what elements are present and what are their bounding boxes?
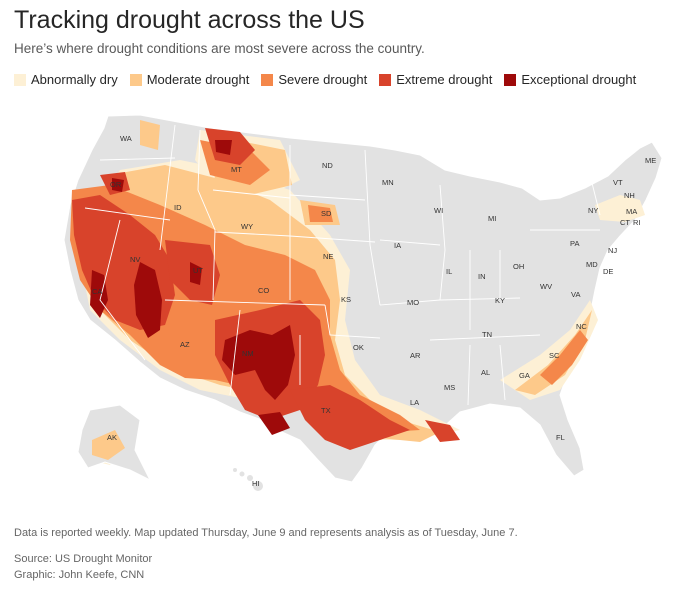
state-label: OR (110, 180, 122, 189)
state-label: SC (549, 351, 560, 360)
legend-item-abnormally-dry: Abnormally dry (14, 72, 118, 87)
legend-label: Moderate drought (146, 72, 250, 87)
state-label: LA (410, 398, 419, 407)
state-label: NM (242, 349, 254, 358)
state-label: NC (576, 322, 587, 331)
legend-label: Severe drought (278, 72, 368, 87)
drought-area (290, 385, 410, 450)
state-label: WA (120, 134, 132, 143)
drought-area (90, 270, 108, 318)
state-label: VA (571, 290, 580, 299)
state-label: CO (258, 286, 269, 295)
state-label: FL (556, 433, 565, 442)
drought-area (595, 195, 645, 222)
state-label: ID (174, 203, 182, 212)
state-label: WY (241, 222, 253, 231)
state-label: MO (407, 298, 419, 307)
graphic-credit: Graphic: John Keefe, CNN (14, 569, 145, 581)
state-label: AL (481, 368, 490, 377)
legend-item-extreme-drought: Extreme drought (379, 72, 492, 87)
state-label: OH (513, 262, 524, 271)
alaska-drought (92, 430, 125, 460)
legend-swatch (379, 73, 392, 86)
legend-item-severe-drought: Severe drought (261, 72, 367, 87)
state-label: MD (586, 260, 598, 269)
drought-area (140, 120, 160, 150)
state-label: SD (321, 209, 332, 218)
state-label: PA (570, 239, 579, 248)
legend-swatch (129, 73, 142, 86)
state-label: IA (394, 241, 401, 250)
legend-swatch (14, 73, 26, 86)
state-label: AK (107, 433, 117, 442)
drought-area (112, 178, 124, 192)
state-label: ME (645, 156, 656, 165)
us-drought-map: WA MT ND MN ME OR ID SD WI MI VT NH NY M… (63, 114, 663, 491)
drought-area (258, 412, 290, 435)
exceptional-drought-layer (90, 140, 295, 435)
state-label: MN (382, 178, 394, 187)
state-label: TX (321, 406, 331, 415)
hawaii-shape (233, 468, 263, 491)
drought-area (190, 262, 202, 285)
state-label: VT (613, 178, 623, 187)
state-label: MI (488, 214, 496, 223)
drought-area (215, 140, 232, 155)
footnote: Data is reported weekly. Map updated Thu… (14, 527, 518, 539)
state-label: AR (410, 351, 421, 360)
state-label: TN (482, 330, 492, 339)
state-label: NJ (608, 246, 617, 255)
page-title: Tracking drought across the US (14, 6, 365, 34)
state-label: RI (633, 218, 641, 227)
legend-label: Exceptional drought (521, 72, 637, 87)
state-label: UT (193, 266, 203, 275)
state-label: MA (626, 207, 637, 216)
page-subtitle: Here’s where drought conditions are most… (14, 41, 425, 56)
source-credit: Source: US Drought Monitor (14, 553, 153, 565)
state-label: DE (603, 267, 613, 276)
state-label: NV (130, 255, 140, 264)
drought-area (500, 300, 598, 400)
state-label: GA (519, 371, 530, 380)
state-label: OK (353, 343, 364, 352)
drought-area (308, 205, 333, 222)
drought-area (222, 325, 295, 400)
state-label: KS (341, 295, 351, 304)
state-label: WI (434, 206, 443, 215)
state-label: MT (231, 165, 242, 174)
legend-item-moderate-drought: Moderate drought (129, 72, 250, 87)
legend-swatch (261, 73, 274, 86)
state-label: NE (323, 252, 333, 261)
state-label: NH (624, 191, 635, 200)
legend-label: Extreme drought (396, 72, 493, 87)
drought-area (540, 330, 588, 385)
drought-area (134, 262, 162, 338)
state-borders (84, 124, 601, 406)
state-label: NY (588, 206, 598, 215)
legend-item-exceptional-drought: Exceptional drought (504, 72, 636, 87)
legend-swatch (504, 73, 517, 86)
state-label: IL (446, 267, 452, 276)
state-labels: WA MT ND MN ME OR ID SD WI MI VT NH NY M… (92, 134, 656, 488)
state-label: CT (620, 218, 630, 227)
legend: Abnormally dry Moderate drought Severe d… (14, 72, 648, 87)
state-label: WV (540, 282, 552, 291)
state-label: AZ (180, 340, 190, 349)
state-label: MS (444, 383, 455, 392)
state-label: HI (252, 479, 260, 488)
state-label: CA (92, 287, 102, 296)
state-label: ND (322, 161, 333, 170)
drought-area (425, 420, 460, 442)
legend-label: Abnormally dry (31, 72, 118, 87)
state-label: KY (495, 296, 505, 305)
state-label: IN (478, 272, 486, 281)
